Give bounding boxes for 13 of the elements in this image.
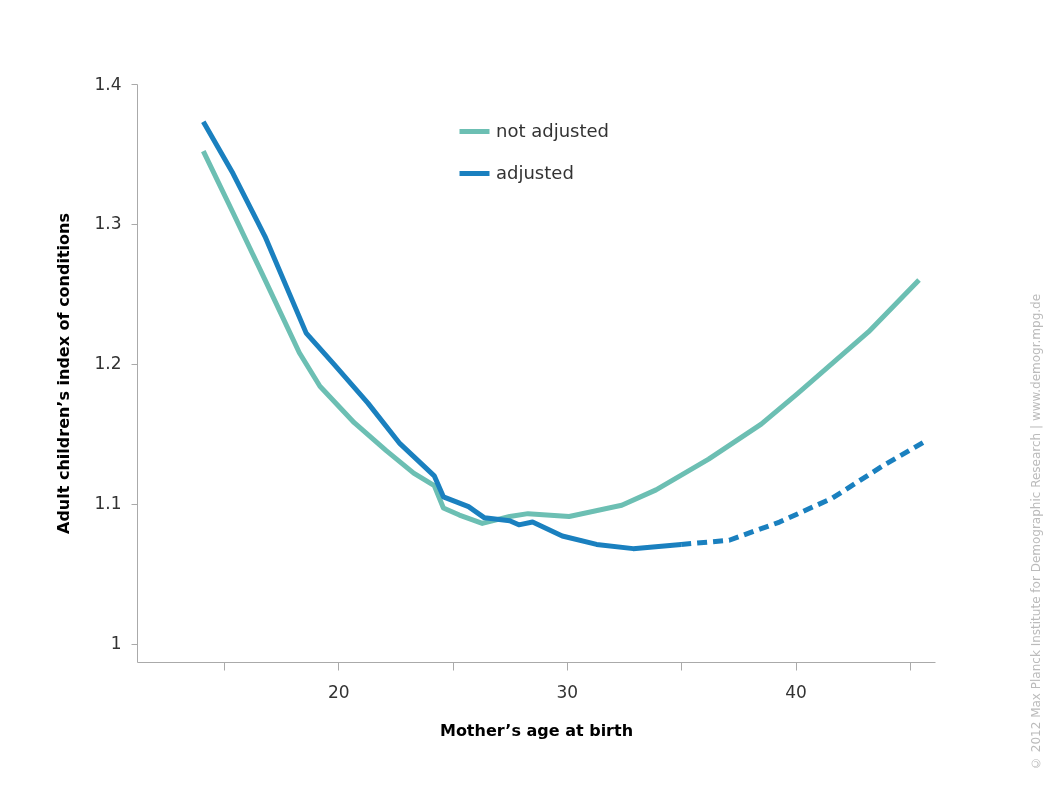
y-tick-label: 1.3 [94, 213, 122, 234]
legend-label: adjusted [496, 161, 574, 183]
legend-label: not adjusted [496, 119, 610, 141]
text: © 2012 Max Planck Institute for Demographic Research | www.demogr.mpg.de [1029, 292, 1043, 770]
y-axis-title: Adult children’s index of conditions [54, 213, 74, 534]
y-tick-label: 1 [110, 633, 122, 654]
x-tick-label: 20 [327, 681, 350, 702]
y-tick-label: 1.2 [94, 353, 122, 374]
y-tick-label: 1.4 [94, 73, 122, 94]
x-tick-label: 30 [556, 681, 579, 702]
y-tick-label: 1.1 [94, 493, 122, 514]
x-axis-title: Mother’s age at birth [439, 720, 634, 740]
x-tick-label: 40 [785, 681, 807, 702]
